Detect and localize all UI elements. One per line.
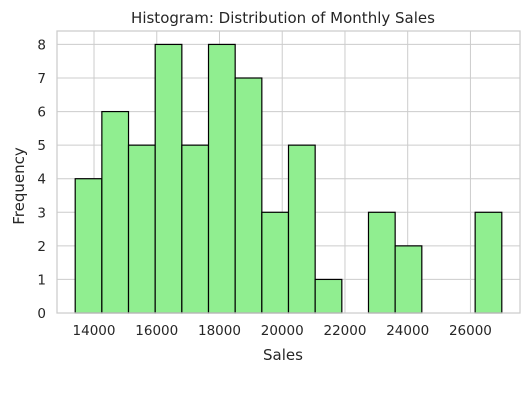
x-tick-label: 26000: [449, 323, 492, 339]
x-tick-label: 18000: [198, 323, 241, 339]
histogram-bar: [127, 144, 156, 314]
histogram-bar: [261, 211, 290, 314]
histogram-bar: [474, 211, 503, 314]
histogram-bar: [314, 278, 343, 314]
y-tick-label: 2: [37, 239, 46, 255]
y-tick-label: 0: [37, 306, 46, 322]
x-tick-label: 24000: [386, 323, 429, 339]
y-tick-label: 1: [37, 272, 46, 288]
chart-title: Histogram: Distribution of Monthly Sales: [131, 9, 435, 27]
y-tick-label: 3: [37, 205, 46, 221]
bars-layer: [74, 43, 503, 314]
histogram-bar: [367, 211, 396, 314]
x-tick-label: 16000: [135, 323, 178, 339]
histogram-bar: [181, 144, 210, 314]
histogram-bar: [101, 110, 130, 314]
y-tick-label: 7: [37, 71, 46, 87]
y-axis-label: Frequency: [10, 147, 28, 225]
y-tick-label: 8: [37, 37, 46, 53]
y-tick-label: 5: [37, 138, 46, 154]
histogram-bar: [234, 77, 263, 314]
y-tick-labels: 0 1 2 3 4 5 6 7 8: [37, 37, 46, 322]
histogram-bar: [207, 43, 236, 314]
x-tick-labels: 14000 16000 18000 20000 22000 24000 26000: [73, 323, 492, 339]
x-tick-label: 14000: [73, 323, 116, 339]
plot-area-border: [56, 30, 521, 314]
histogram-bar: [394, 245, 423, 314]
histogram-bar: [74, 178, 103, 314]
y-tick-label: 4: [37, 172, 46, 188]
histogram-bar: [287, 144, 316, 314]
histogram-bar: [154, 43, 183, 314]
x-axis-label: Sales: [263, 346, 303, 364]
x-tick-label: 22000: [323, 323, 366, 339]
y-tick-label: 6: [37, 105, 46, 121]
x-tick-label: 20000: [261, 323, 304, 339]
